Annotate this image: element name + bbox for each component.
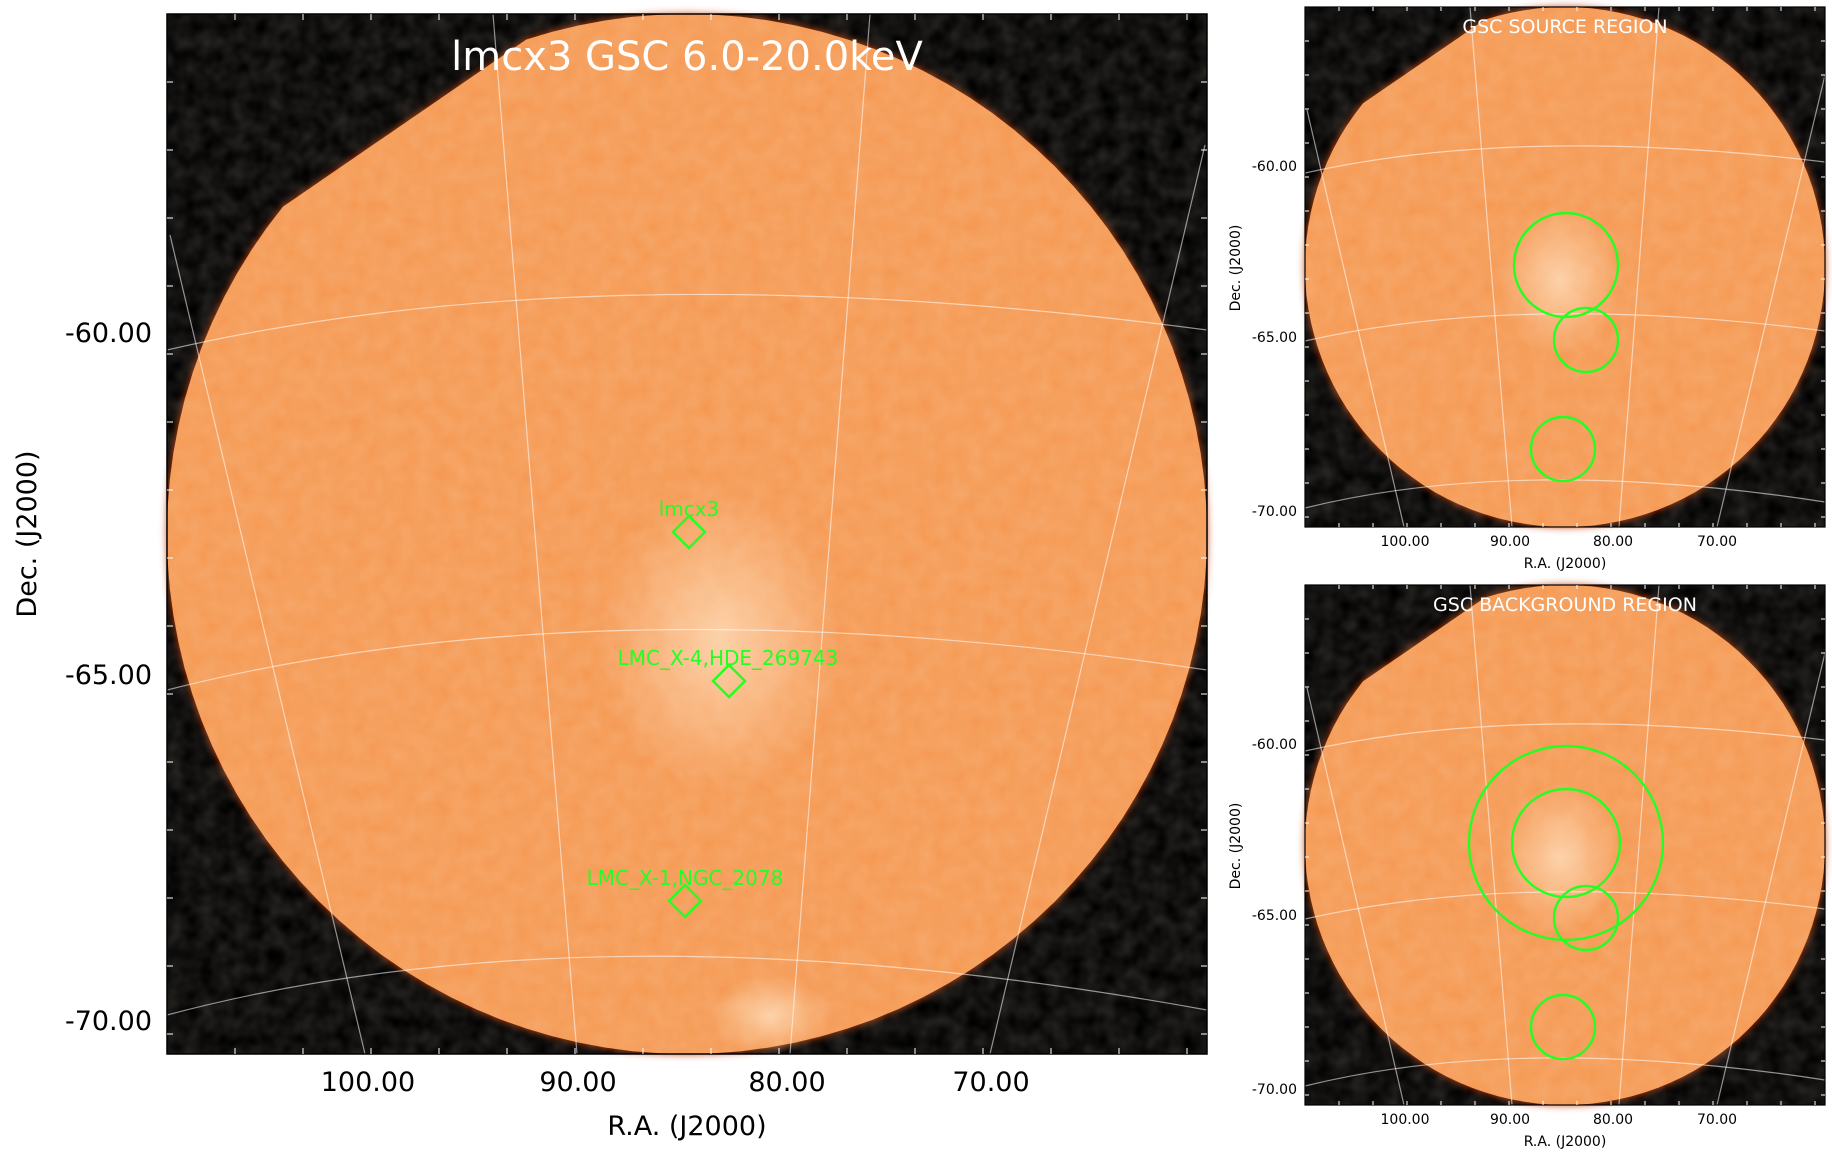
source-label-lmc-x1: LMC_X-1,NGC_2078 xyxy=(587,866,784,890)
main-tick-marks xyxy=(167,14,1207,1054)
background-x-tick-label: 70.00 xyxy=(1697,1112,1737,1128)
background-grid-line xyxy=(1304,1057,1826,1087)
exclusion-region-lmc-x1[interactable] xyxy=(1529,415,1597,483)
background-y-tick-label: -60.00 xyxy=(1252,737,1297,753)
background-grid-line xyxy=(1618,584,1660,1106)
source-bright-spot xyxy=(1500,205,1620,355)
main-y-axis-label: Dec. (J2000) xyxy=(12,450,43,617)
main-x-tick-label: 100.00 xyxy=(321,1067,415,1098)
exclusion-region-lmc-x1[interactable] xyxy=(1529,993,1597,1061)
source-label-lmc-x4: LMC_X-4,HDE_269743 xyxy=(618,646,839,670)
exclusion-region-lmc-x4[interactable] xyxy=(1552,306,1620,374)
background-grid-line xyxy=(1304,723,1826,752)
main-grid-ra-90 xyxy=(492,13,578,1055)
background-y-axis-label: Dec. (J2000) xyxy=(1228,803,1244,890)
background-y-tick-label: -65.00 xyxy=(1252,908,1297,924)
source-grid-line xyxy=(1716,74,1826,528)
main-panel-title: lmcx3 GSC 6.0-20.0keV xyxy=(451,34,923,80)
background-y-tick-label: -70.00 xyxy=(1252,1082,1297,1098)
main-sky-image xyxy=(167,14,1207,1055)
exclusion-region-lmc-x4[interactable] xyxy=(1552,884,1620,952)
source-marker-lmc-x1[interactable]: LMC_X-1,NGC_2078 xyxy=(587,866,784,919)
source-x-tick-label: 70.00 xyxy=(1697,534,1737,550)
main-grid-dec-65 xyxy=(166,628,1208,691)
source-grid-line xyxy=(1469,6,1513,528)
main-x-axis-label: R.A. (J2000) xyxy=(607,1111,766,1142)
main-source-markers: lmcx3 LMC_X-4,HDE_269743 LMC_X-1,NGC_207… xyxy=(587,497,839,919)
main-coordinate-grid xyxy=(166,13,1208,1055)
background-coordinate-grid xyxy=(1304,584,1826,1106)
background-annulus-inner[interactable] xyxy=(1510,787,1622,899)
main-x-tick-labels: 100.00 90.00 80.00 70.00 xyxy=(321,1067,1030,1098)
source-x-tick-label: 100.00 xyxy=(1381,534,1430,550)
main-x-tick-label: 70.00 xyxy=(952,1067,1029,1098)
background-regions xyxy=(1467,744,1665,1061)
source-y-axis-label: Dec. (J2000) xyxy=(1228,225,1244,312)
source-axes-frame xyxy=(1304,6,1826,528)
main-panel: lmcx3 LMC_X-4,HDE_269743 LMC_X-1,NGC_207… xyxy=(12,13,1208,1142)
main-bright-spot-1 xyxy=(600,490,840,790)
source-panel-title: GSC SOURCE REGION xyxy=(1462,16,1667,38)
source-region-circle[interactable] xyxy=(1512,211,1620,319)
main-bright-spot-2 xyxy=(710,975,830,1055)
background-x-tick-label: 90.00 xyxy=(1490,1112,1530,1128)
source-grid-line xyxy=(1304,145,1826,174)
main-y-tick-labels: -60.00 -65.00 -70.00 xyxy=(65,318,152,1037)
background-region-panel: GSC BACKGROUND REGION -60.00 -65.00 -70.… xyxy=(1228,584,1826,1150)
source-marker-lmcx3[interactable]: lmcx3 xyxy=(659,497,720,550)
background-x-tick-label: 80.00 xyxy=(1593,1112,1633,1128)
main-y-tick-label: -70.00 xyxy=(65,1006,152,1037)
source-tick-marks xyxy=(1305,7,1825,527)
source-x-axis-label: R.A. (J2000) xyxy=(1524,556,1607,572)
source-y-tick-label: -60.00 xyxy=(1252,159,1297,175)
main-axes-frame xyxy=(166,13,1208,1055)
source-grid-line xyxy=(1304,313,1826,342)
source-coordinate-grid xyxy=(1304,6,1826,528)
source-diamond-icon xyxy=(667,883,703,919)
source-grid-line xyxy=(1306,109,1405,528)
main-grid-ra-100 xyxy=(169,234,366,1055)
background-grid-line xyxy=(1469,584,1513,1106)
source-regions xyxy=(1512,211,1620,483)
source-x-tick-label: 80.00 xyxy=(1593,534,1633,550)
background-bright-spot xyxy=(1500,783,1620,933)
background-panel-title: GSC BACKGROUND REGION xyxy=(1433,594,1697,616)
source-marker-lmc-x4[interactable]: LMC_X-4,HDE_269743 xyxy=(618,646,839,699)
main-grid-ra-70 xyxy=(989,144,1206,1055)
background-x-axis-label: R.A. (J2000) xyxy=(1524,1134,1607,1150)
background-grid-line xyxy=(1306,687,1405,1106)
source-grid-line xyxy=(1618,6,1660,528)
source-region-panel: GSC SOURCE REGION -60.00 -65.00 -70.00 1… xyxy=(1228,6,1826,572)
background-x-tick-label: 100.00 xyxy=(1381,1112,1430,1128)
source-diamond-icon xyxy=(711,663,747,699)
background-annulus-outer[interactable] xyxy=(1467,744,1665,942)
main-grid-dec-70 xyxy=(166,955,1208,1016)
source-grid-line xyxy=(1304,479,1826,509)
background-axes-frame xyxy=(1304,584,1826,1106)
source-sky-image xyxy=(1305,7,1825,527)
source-y-tick-label: -70.00 xyxy=(1252,504,1297,520)
background-sky-image xyxy=(1305,585,1825,1105)
main-y-tick-label: -60.00 xyxy=(65,318,152,349)
main-x-tick-label: 90.00 xyxy=(539,1067,616,1098)
background-grid-line xyxy=(1716,652,1826,1106)
background-tick-marks xyxy=(1305,585,1825,1105)
main-y-tick-label: -65.00 xyxy=(65,660,152,691)
source-label-lmcx3: lmcx3 xyxy=(659,497,720,521)
source-y-tick-label: -65.00 xyxy=(1252,330,1297,346)
main-x-tick-label: 80.00 xyxy=(748,1067,825,1098)
main-grid-dec-60 xyxy=(166,293,1208,351)
main-grid-ra-80 xyxy=(789,13,871,1055)
source-diamond-icon xyxy=(671,514,707,550)
source-x-tick-label: 90.00 xyxy=(1490,534,1530,550)
